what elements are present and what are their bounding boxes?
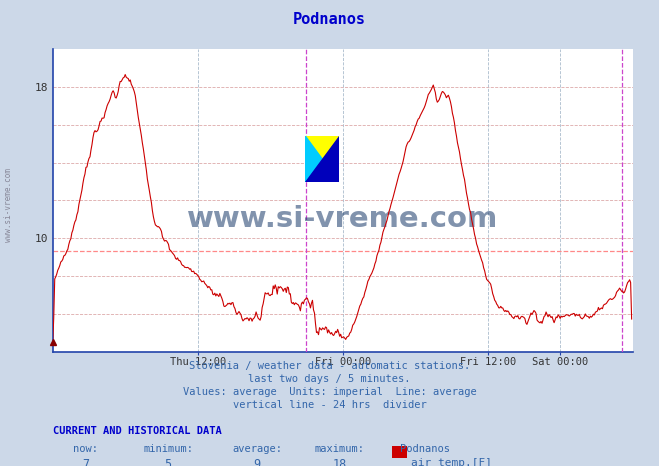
Text: Podnanos: Podnanos <box>400 444 450 453</box>
Text: www.si-vreme.com: www.si-vreme.com <box>187 205 498 233</box>
Text: maximum:: maximum: <box>314 444 364 453</box>
Text: 7: 7 <box>82 458 89 466</box>
Text: CURRENT AND HISTORICAL DATA: CURRENT AND HISTORICAL DATA <box>53 426 221 436</box>
Text: air temp.[F]: air temp.[F] <box>411 458 492 466</box>
Text: last two days / 5 minutes.: last two days / 5 minutes. <box>248 374 411 384</box>
Text: 18: 18 <box>332 458 347 466</box>
Text: Values: average  Units: imperial  Line: average: Values: average Units: imperial Line: av… <box>183 387 476 397</box>
Polygon shape <box>305 136 339 182</box>
Polygon shape <box>305 136 339 182</box>
Text: vertical line - 24 hrs  divider: vertical line - 24 hrs divider <box>233 400 426 410</box>
Polygon shape <box>305 136 339 182</box>
Text: minimum:: minimum: <box>143 444 193 453</box>
Text: now:: now: <box>73 444 98 453</box>
Text: Podnanos: Podnanos <box>293 12 366 27</box>
Text: 5: 5 <box>165 458 171 466</box>
Text: average:: average: <box>232 444 282 453</box>
Text: Slovenia / weather data - automatic stations.: Slovenia / weather data - automatic stat… <box>189 361 470 371</box>
Text: www.si-vreme.com: www.si-vreme.com <box>4 168 13 242</box>
Text: 9: 9 <box>254 458 260 466</box>
